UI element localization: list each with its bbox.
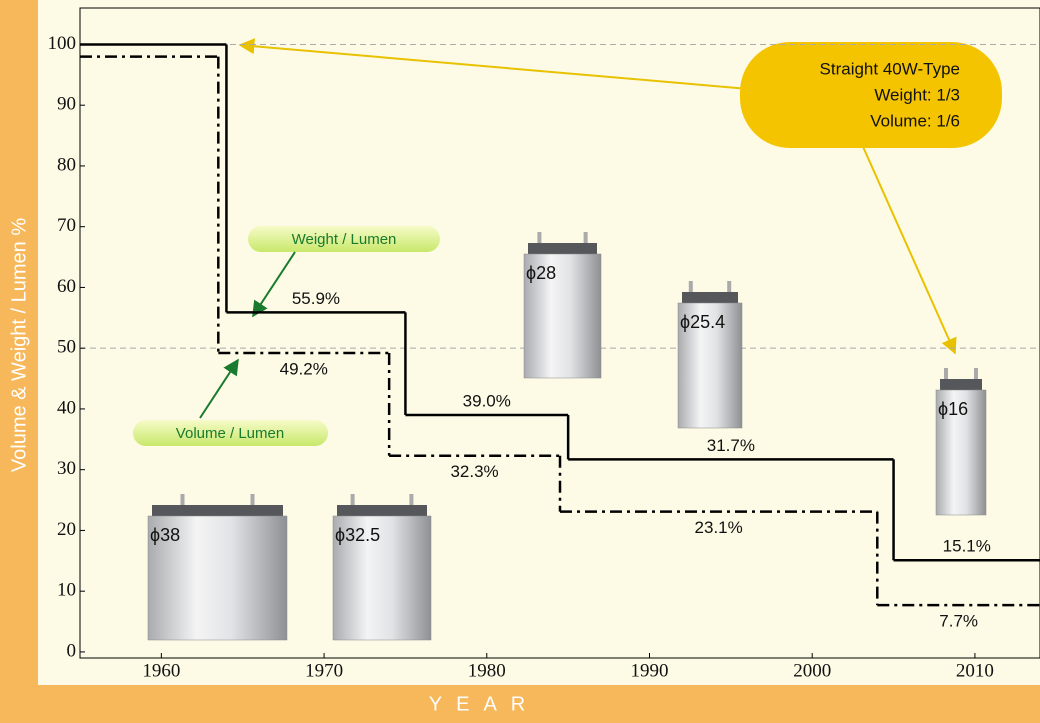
lamp-tube: [935, 389, 987, 516]
lamp-label: ϕ16: [938, 399, 968, 419]
lamp-cap: [682, 292, 738, 304]
data-label: 31.7%: [707, 436, 755, 455]
y-tick-label: 20: [57, 519, 76, 540]
legend-entry: Volume / Lumen: [176, 425, 284, 442]
callout-text: Weight: 1/3: [874, 85, 960, 104]
lamp-tube: [332, 515, 432, 641]
x-tick-label: 2010: [956, 660, 994, 681]
lamp-tube: [677, 302, 743, 429]
lamp-pin: [409, 494, 414, 506]
callout-text: Volume: 1/6: [870, 111, 960, 130]
lamp-cap: [528, 243, 597, 255]
data-label: 32.3%: [450, 462, 498, 481]
legend-arrow: [252, 251, 296, 318]
plot-frame: [79, 7, 1040, 659]
data-label: 7.7%: [939, 612, 978, 631]
lamp-cap: [337, 505, 427, 517]
lamp-label: ϕ25.4: [680, 312, 725, 332]
x-tick-label: 1970: [305, 660, 343, 681]
lamp-pin: [180, 494, 185, 506]
lamp-pin: [974, 368, 978, 380]
y-tick-label: 50: [57, 337, 76, 358]
data-label: 55.9%: [292, 289, 340, 308]
y-tick-label: 80: [57, 154, 76, 175]
lamp-label: ϕ38: [150, 525, 180, 545]
x-axis-label: YEAR: [429, 693, 539, 715]
data-label: 15.1%: [943, 537, 991, 556]
y-tick-label: 100: [48, 33, 77, 54]
lamp-pin: [250, 494, 255, 506]
legend-pill: [248, 226, 440, 252]
lamp-pin: [350, 494, 355, 506]
legend-entry: Weight / Lumen: [292, 231, 397, 248]
y-tick-label: 70: [57, 215, 76, 236]
annotations: [80, 38, 1040, 641]
callout-text: Straight 40W-Type: [820, 59, 960, 78]
legend-arrow: [199, 358, 239, 419]
lamp-tube: [523, 253, 602, 379]
y-tick-label: 60: [57, 276, 76, 297]
y-tick-label: 10: [57, 580, 76, 601]
y-tick-label: 30: [57, 458, 76, 479]
lamp-tube: [147, 515, 288, 641]
lamp-cap: [940, 379, 982, 391]
callout-box: [740, 42, 1002, 148]
lamp-pin: [944, 368, 948, 380]
legend-pill: [133, 420, 328, 446]
data-label: 23.1%: [695, 518, 743, 537]
lamp-label: ϕ28: [526, 263, 556, 283]
y-axis-label: Volume & Weight / Lumen %: [8, 218, 30, 472]
x-tick-label: 2000: [793, 660, 831, 681]
callout-arrow: [859, 139, 957, 355]
lamp-pin: [688, 281, 693, 293]
x-tick-label: 1990: [630, 660, 668, 681]
lamp-pin: [537, 232, 542, 244]
callout-arrow: [238, 38, 761, 91]
lamp-pin: [583, 232, 588, 244]
y-tick-label: 90: [57, 94, 76, 115]
data-label: 39.0%: [463, 391, 511, 410]
lamp-label: ϕ32.5: [335, 525, 380, 545]
data-label: 49.2%: [280, 360, 328, 379]
y-tick-label: 40: [57, 397, 76, 418]
lamp-pin: [727, 281, 732, 293]
x-tick-label: 1980: [468, 660, 506, 681]
lamp-cap: [152, 505, 283, 517]
y-tick-label: 0: [67, 640, 77, 661]
x-tick-label: 1960: [142, 660, 180, 681]
